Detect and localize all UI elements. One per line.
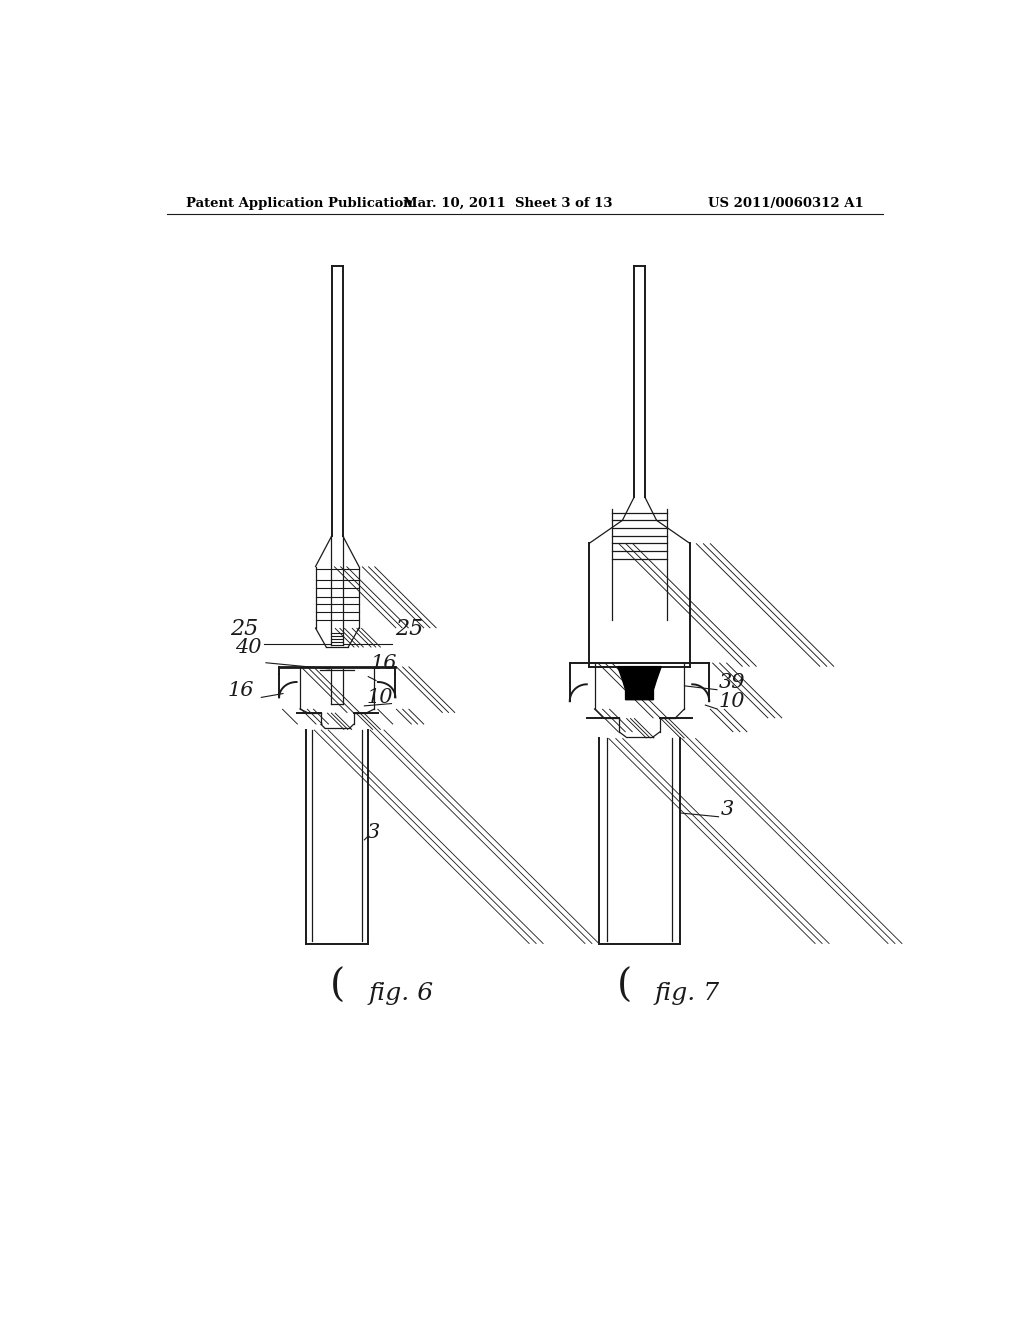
- Text: 3: 3: [721, 800, 734, 818]
- Text: fig. 7: fig. 7: [655, 982, 720, 1006]
- Text: (: (: [330, 968, 345, 1005]
- Text: 25: 25: [230, 618, 258, 640]
- Text: 16: 16: [227, 681, 254, 700]
- Text: 39: 39: [719, 673, 745, 692]
- Text: 10: 10: [367, 689, 393, 708]
- Polygon shape: [617, 667, 662, 700]
- Text: Mar. 10, 2011  Sheet 3 of 13: Mar. 10, 2011 Sheet 3 of 13: [403, 197, 612, 210]
- Text: 10: 10: [719, 692, 745, 711]
- Text: (: (: [616, 968, 632, 1005]
- Text: fig. 6: fig. 6: [369, 982, 433, 1006]
- Text: US 2011/0060312 A1: US 2011/0060312 A1: [709, 197, 864, 210]
- Text: 3: 3: [367, 824, 380, 842]
- Text: Patent Application Publication: Patent Application Publication: [186, 197, 413, 210]
- Text: 40: 40: [234, 638, 261, 656]
- Text: 25: 25: [395, 618, 424, 640]
- Text: 16: 16: [371, 653, 397, 673]
